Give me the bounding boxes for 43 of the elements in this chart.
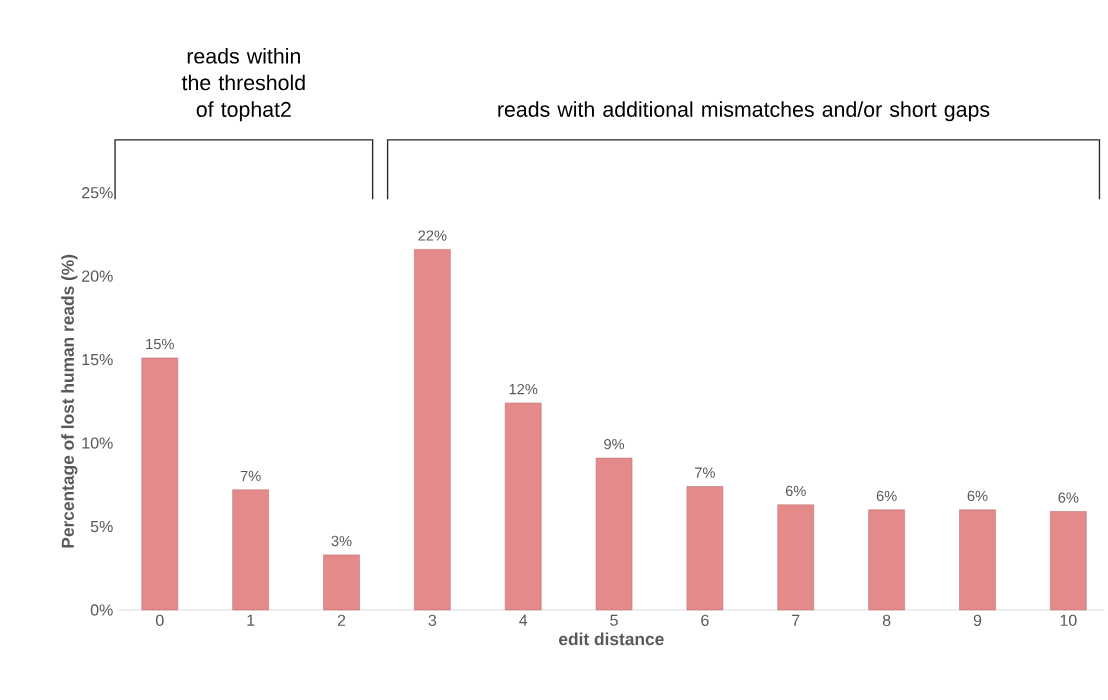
y-axis-title: Percentage of lost human reads (%) (61, 254, 78, 548)
data-label: 6% (785, 485, 806, 497)
data-label: 15% (146, 338, 174, 350)
bar (1050, 511, 1087, 611)
x-tick-label: 4 (519, 614, 528, 626)
bar (141, 357, 179, 611)
data-label: 7% (240, 470, 261, 482)
bar (323, 554, 360, 611)
x-axis-title: edit distance (559, 632, 664, 646)
bar (595, 457, 633, 611)
bar (686, 486, 724, 611)
x-tick-label: 0 (155, 614, 164, 627)
y-tick-label: 25% (82, 187, 113, 199)
x-tick-label: 10 (1060, 614, 1077, 627)
x-tick-label: 9 (973, 614, 982, 627)
y-tick-label: 0% (90, 604, 113, 616)
text: reads with additional mismatches and/or short gaps (498, 101, 990, 122)
x-tick-label: 5 (610, 614, 618, 626)
x-tick-label: 2 (337, 614, 346, 626)
x-tick-label: 8 (882, 614, 891, 627)
data-label: 22% (418, 230, 447, 241)
data-label: 6% (876, 490, 897, 502)
y-tick-label: 15% (82, 353, 113, 366)
x-tick-label: 1 (247, 614, 255, 626)
data-label: 3% (331, 535, 352, 547)
bar (868, 509, 905, 611)
data-label: 9% (604, 439, 625, 450)
y-tick-label: 10% (82, 437, 113, 449)
data-label: 12% (509, 383, 538, 395)
text: reads within the threshold of tophat2 (181, 47, 305, 122)
y-tick-label: 20% (82, 270, 113, 282)
bar (959, 509, 996, 611)
data-label: 7% (695, 467, 715, 478)
bar (232, 489, 269, 611)
data-label: 6% (1058, 492, 1079, 503)
x-tick-label: 3 (428, 614, 437, 627)
x-tick-label: 6 (701, 614, 709, 627)
bar (504, 402, 542, 611)
x-tick-label: 7 (792, 614, 800, 626)
data-label: 6% (967, 490, 988, 502)
bar (777, 504, 815, 611)
y-tick-label: 5% (90, 520, 113, 533)
bar (414, 249, 451, 611)
